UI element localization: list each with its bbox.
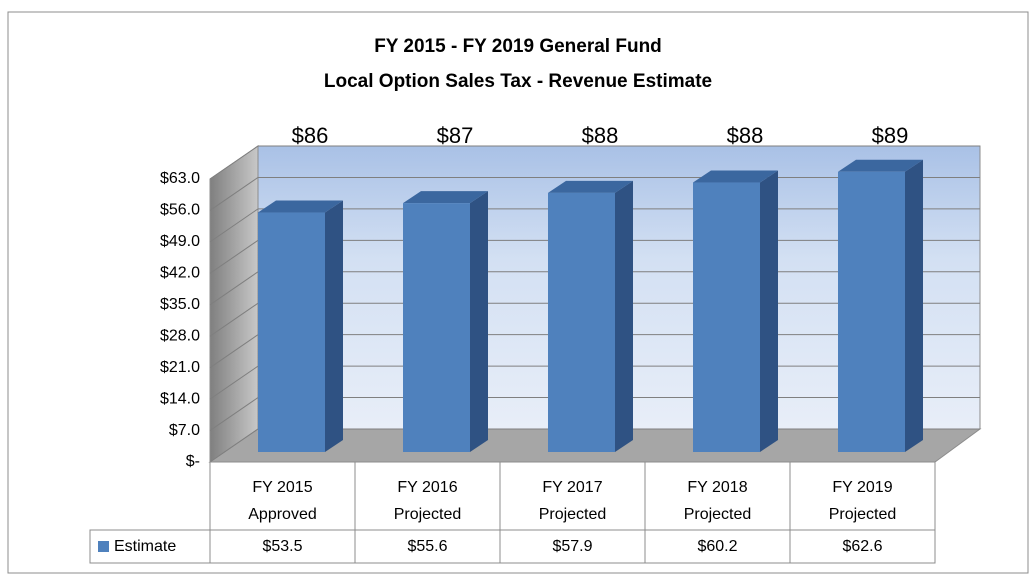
y-tick-label: $42.0	[160, 265, 200, 282]
y-tick-label: $49.0	[160, 233, 200, 250]
grid-line	[209, 365, 259, 400]
grid-line	[209, 177, 259, 211]
bar-top	[838, 159, 923, 172]
bar-side	[325, 200, 343, 452]
bar	[548, 192, 615, 453]
grid-line	[209, 239, 259, 274]
table-cell	[789, 529, 936, 564]
legend-swatch	[98, 541, 109, 552]
value-label: $60.2	[697, 538, 737, 555]
bar	[403, 203, 470, 452]
y-tick-label: $7.0	[169, 422, 200, 439]
grid-line	[209, 208, 259, 243]
grid-line	[209, 145, 259, 180]
annotation: $89	[872, 123, 909, 148]
legend-label: Estimate	[114, 538, 176, 555]
grid-line	[209, 397, 259, 431]
table-cell	[89, 529, 211, 564]
value-label: $53.5	[262, 538, 302, 555]
value-label: $62.6	[842, 538, 882, 555]
bar-side	[470, 191, 488, 452]
y-tick-label: $21.0	[160, 359, 200, 376]
value-label: $57.9	[552, 538, 592, 555]
annotation: $87	[437, 123, 474, 148]
annotation: $88	[727, 123, 764, 148]
bar-top	[403, 191, 488, 204]
x-tick-label: FY 2016	[397, 479, 457, 496]
y-tick-label: $56.0	[160, 202, 200, 219]
bar-top	[548, 180, 633, 193]
bar-top	[693, 170, 778, 183]
bar-side	[905, 159, 923, 453]
x-tick-label: FY 2018	[687, 479, 747, 496]
x-tick-label: Projected	[829, 506, 897, 523]
x-tick-label: FY 2017	[542, 479, 602, 496]
x-tick-label: FY 2015	[252, 479, 312, 496]
annotation: $88	[582, 123, 619, 148]
x-tick-label: Projected	[684, 506, 752, 523]
y-tick-label: $35.0	[160, 296, 200, 313]
bar	[258, 212, 325, 452]
x-tick-label: Projected	[394, 506, 462, 523]
grid-line	[209, 428, 259, 463]
x-tick-label: Approved	[248, 506, 317, 523]
y-tick-label: $28.0	[160, 327, 200, 344]
bar	[693, 182, 760, 453]
annotation: $86	[292, 123, 329, 148]
value-label: $55.6	[407, 538, 447, 555]
grid-line	[209, 271, 259, 306]
y-tick-label: $14.0	[160, 390, 200, 407]
grid-line	[209, 334, 259, 369]
y-tick-label: $-	[186, 453, 200, 470]
bar-side	[615, 180, 633, 453]
y-tick-label: $63.0	[160, 170, 200, 187]
x-tick-label: FY 2019	[832, 479, 892, 496]
bar-top	[258, 200, 343, 213]
grid-line	[209, 302, 259, 337]
bar-side	[760, 170, 778, 453]
bar	[838, 171, 905, 453]
chart-title: Local Option Sales Tax - Revenue Estimat…	[324, 71, 712, 92]
x-tick-label: Projected	[539, 506, 607, 523]
chart-title: FY 2015 - FY 2019 General Fund	[374, 36, 662, 57]
